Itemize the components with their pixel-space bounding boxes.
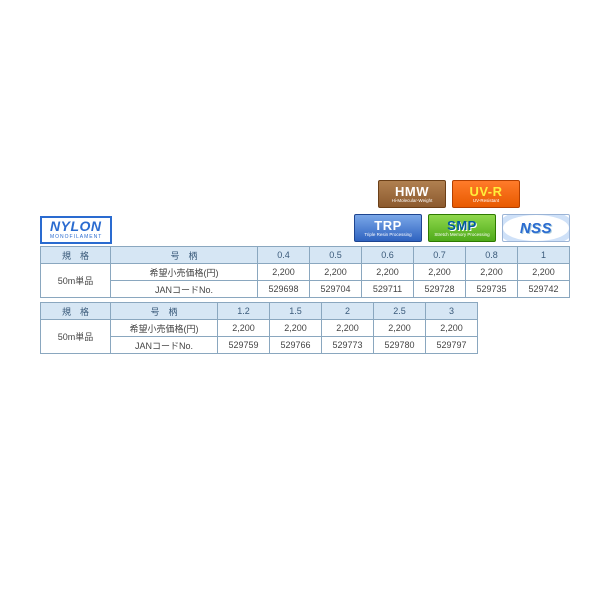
- jan-cell: 529797: [426, 337, 478, 354]
- row-label: 希望小売価格(円): [111, 264, 258, 281]
- hdr-kikaku: 規 格: [41, 247, 111, 264]
- table-row: JANコードNo. 529698 529704 529711 529728 52…: [41, 281, 570, 298]
- spec-table-2: 規 格 号 柄 1.2 1.5 2 2.5 3 50m単品 希望小売価格(円) …: [40, 302, 478, 354]
- nylon-label: NYLON MONOFILAMENT: [40, 216, 112, 244]
- badge-smp: SMP Stretch Memory Processing: [428, 214, 496, 242]
- row-label: 希望小売価格(円): [111, 320, 218, 337]
- price-cell: 2,200: [374, 320, 426, 337]
- unit-cell: 50m単品: [41, 320, 111, 354]
- table-row: 規 格 号 柄 1.2 1.5 2 2.5 3: [41, 303, 478, 320]
- jan-cell: 529742: [518, 281, 570, 298]
- nylon-sub: MONOFILAMENT: [50, 235, 102, 240]
- unit-cell: 50m単品: [41, 264, 111, 298]
- size-cell: 0.7: [414, 247, 466, 264]
- size-cell: 0.8: [466, 247, 518, 264]
- jan-cell: 529711: [362, 281, 414, 298]
- content-area: HMW Hi-Molecular-Weight UV-R UV-Resistan…: [40, 180, 570, 358]
- price-cell: 2,200: [466, 264, 518, 281]
- badge-smp-text: SMP: [447, 219, 477, 232]
- badge-uvr-sub: UV-Resistant: [473, 199, 499, 204]
- price-cell: 2,200: [270, 320, 322, 337]
- size-cell: 0.4: [258, 247, 310, 264]
- price-cell: 2,200: [362, 264, 414, 281]
- jan-cell: 529780: [374, 337, 426, 354]
- jan-cell: 529766: [270, 337, 322, 354]
- size-cell: 0.6: [362, 247, 414, 264]
- table-row: 50m単品 希望小売価格(円) 2,200 2,200 2,200 2,200 …: [41, 264, 570, 281]
- spec-table-1: 規 格 号 柄 0.4 0.5 0.6 0.7 0.8 1 50m単品 希望小売…: [40, 246, 570, 298]
- price-cell: 2,200: [426, 320, 478, 337]
- table-row: 規 格 号 柄 0.4 0.5 0.6 0.7 0.8 1: [41, 247, 570, 264]
- badge-hmw-text: HMW: [395, 185, 429, 198]
- row-label: JANコードNo.: [111, 337, 218, 354]
- price-cell: 2,200: [310, 264, 362, 281]
- jan-cell: 529735: [466, 281, 518, 298]
- price-cell: 2,200: [414, 264, 466, 281]
- badge-nss-text: NSS: [520, 221, 552, 236]
- badge-smp-sub: Stretch Memory Processing: [434, 233, 489, 238]
- size-cell: 1.2: [218, 303, 270, 320]
- hdr-gogara: 号 柄: [111, 247, 258, 264]
- badge-uvr-text: UV-R: [469, 185, 502, 198]
- jan-cell: 529759: [218, 337, 270, 354]
- badge-row-top: HMW Hi-Molecular-Weight UV-R UV-Resistan…: [40, 180, 570, 208]
- hdr-kikaku: 規 格: [41, 303, 111, 320]
- price-cell: 2,200: [218, 320, 270, 337]
- badge-hmw-sub: Hi-Molecular-Weight: [392, 199, 433, 204]
- badge-trp-sub: Triple Resin Processing: [364, 233, 411, 238]
- badge-nss: NSS: [502, 214, 570, 242]
- badge-uvr: UV-R UV-Resistant: [452, 180, 520, 208]
- table-row: 50m単品 希望小売価格(円) 2,200 2,200 2,200 2,200 …: [41, 320, 478, 337]
- badge-trp: TRP Triple Resin Processing: [354, 214, 422, 242]
- jan-cell: 529698: [258, 281, 310, 298]
- size-cell: 1: [518, 247, 570, 264]
- price-cell: 2,200: [518, 264, 570, 281]
- badge-trp-text: TRP: [374, 219, 402, 232]
- nylon-main: NYLON: [50, 218, 102, 234]
- row-label: JANコードNo.: [111, 281, 258, 298]
- size-cell: 2: [322, 303, 374, 320]
- badge-row-bottom: TRP Triple Resin Processing SMP Stretch …: [354, 214, 570, 242]
- jan-cell: 529728: [414, 281, 466, 298]
- size-cell: 0.5: [310, 247, 362, 264]
- hdr-gogara: 号 柄: [111, 303, 218, 320]
- jan-cell: 529704: [310, 281, 362, 298]
- jan-cell: 529773: [322, 337, 374, 354]
- size-cell: 1.5: [270, 303, 322, 320]
- badge-hmw: HMW Hi-Molecular-Weight: [378, 180, 446, 208]
- size-cell: 3: [426, 303, 478, 320]
- price-cell: 2,200: [322, 320, 374, 337]
- size-cell: 2.5: [374, 303, 426, 320]
- price-cell: 2,200: [258, 264, 310, 281]
